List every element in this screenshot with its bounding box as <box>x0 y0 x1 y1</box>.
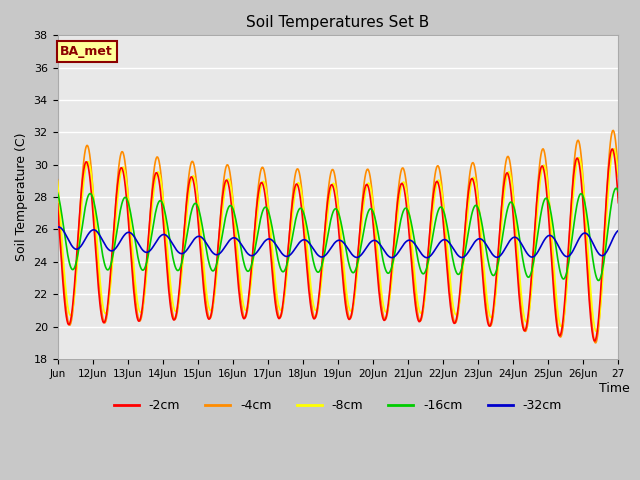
-2cm <box>131 293 138 299</box>
Line: -16cm: -16cm <box>58 188 618 280</box>
Legend: -2cm, -4cm, -8cm, -16cm, -32cm: -2cm, -4cm, -8cm, -16cm, -32cm <box>109 395 567 418</box>
-16cm <box>457 269 465 275</box>
-16cm <box>510 204 518 210</box>
-32cm <box>529 254 536 260</box>
-4cm <box>510 200 518 205</box>
-2cm <box>510 223 518 228</box>
-32cm <box>614 228 622 233</box>
-2cm <box>609 146 616 152</box>
Title: Soil Temperatures Set B: Soil Temperatures Set B <box>246 15 429 30</box>
-16cm <box>595 277 602 283</box>
-8cm <box>510 199 518 205</box>
Line: -4cm: -4cm <box>58 131 618 343</box>
-16cm <box>527 271 534 277</box>
-4cm <box>63 306 70 312</box>
-8cm <box>457 290 465 296</box>
-2cm <box>527 283 534 288</box>
-16cm <box>131 232 138 238</box>
-2cm <box>457 280 465 286</box>
-2cm <box>63 313 70 319</box>
Text: BA_met: BA_met <box>60 45 113 58</box>
-4cm <box>54 177 61 183</box>
-32cm <box>458 254 466 260</box>
-8cm <box>593 329 600 335</box>
Y-axis label: Soil Temperature (C): Soil Temperature (C) <box>15 133 28 262</box>
-16cm <box>54 190 61 196</box>
Line: -32cm: -32cm <box>58 227 618 258</box>
-16cm <box>614 189 622 195</box>
-4cm <box>177 273 185 279</box>
-4cm <box>609 128 617 133</box>
-16cm <box>63 243 70 249</box>
-32cm <box>423 255 431 261</box>
-32cm <box>54 224 61 230</box>
-16cm <box>612 185 620 191</box>
-4cm <box>614 173 622 179</box>
-8cm <box>177 280 185 286</box>
-32cm <box>511 234 519 240</box>
-2cm <box>177 268 185 274</box>
-4cm <box>527 290 534 296</box>
-4cm <box>457 286 465 292</box>
-16cm <box>177 263 185 268</box>
-8cm <box>610 146 618 152</box>
-8cm <box>614 174 622 180</box>
-8cm <box>527 295 534 301</box>
-4cm <box>592 340 600 346</box>
-2cm <box>54 201 61 207</box>
-2cm <box>614 200 622 205</box>
Line: -8cm: -8cm <box>58 149 618 332</box>
-4cm <box>131 280 138 286</box>
-8cm <box>131 267 138 273</box>
-8cm <box>63 291 70 297</box>
-2cm <box>591 338 599 344</box>
-32cm <box>178 251 186 256</box>
-32cm <box>131 235 139 240</box>
-8cm <box>54 179 61 184</box>
X-axis label: Time: Time <box>599 382 630 395</box>
-32cm <box>63 234 71 240</box>
-32cm <box>54 224 62 230</box>
Line: -2cm: -2cm <box>58 149 618 341</box>
